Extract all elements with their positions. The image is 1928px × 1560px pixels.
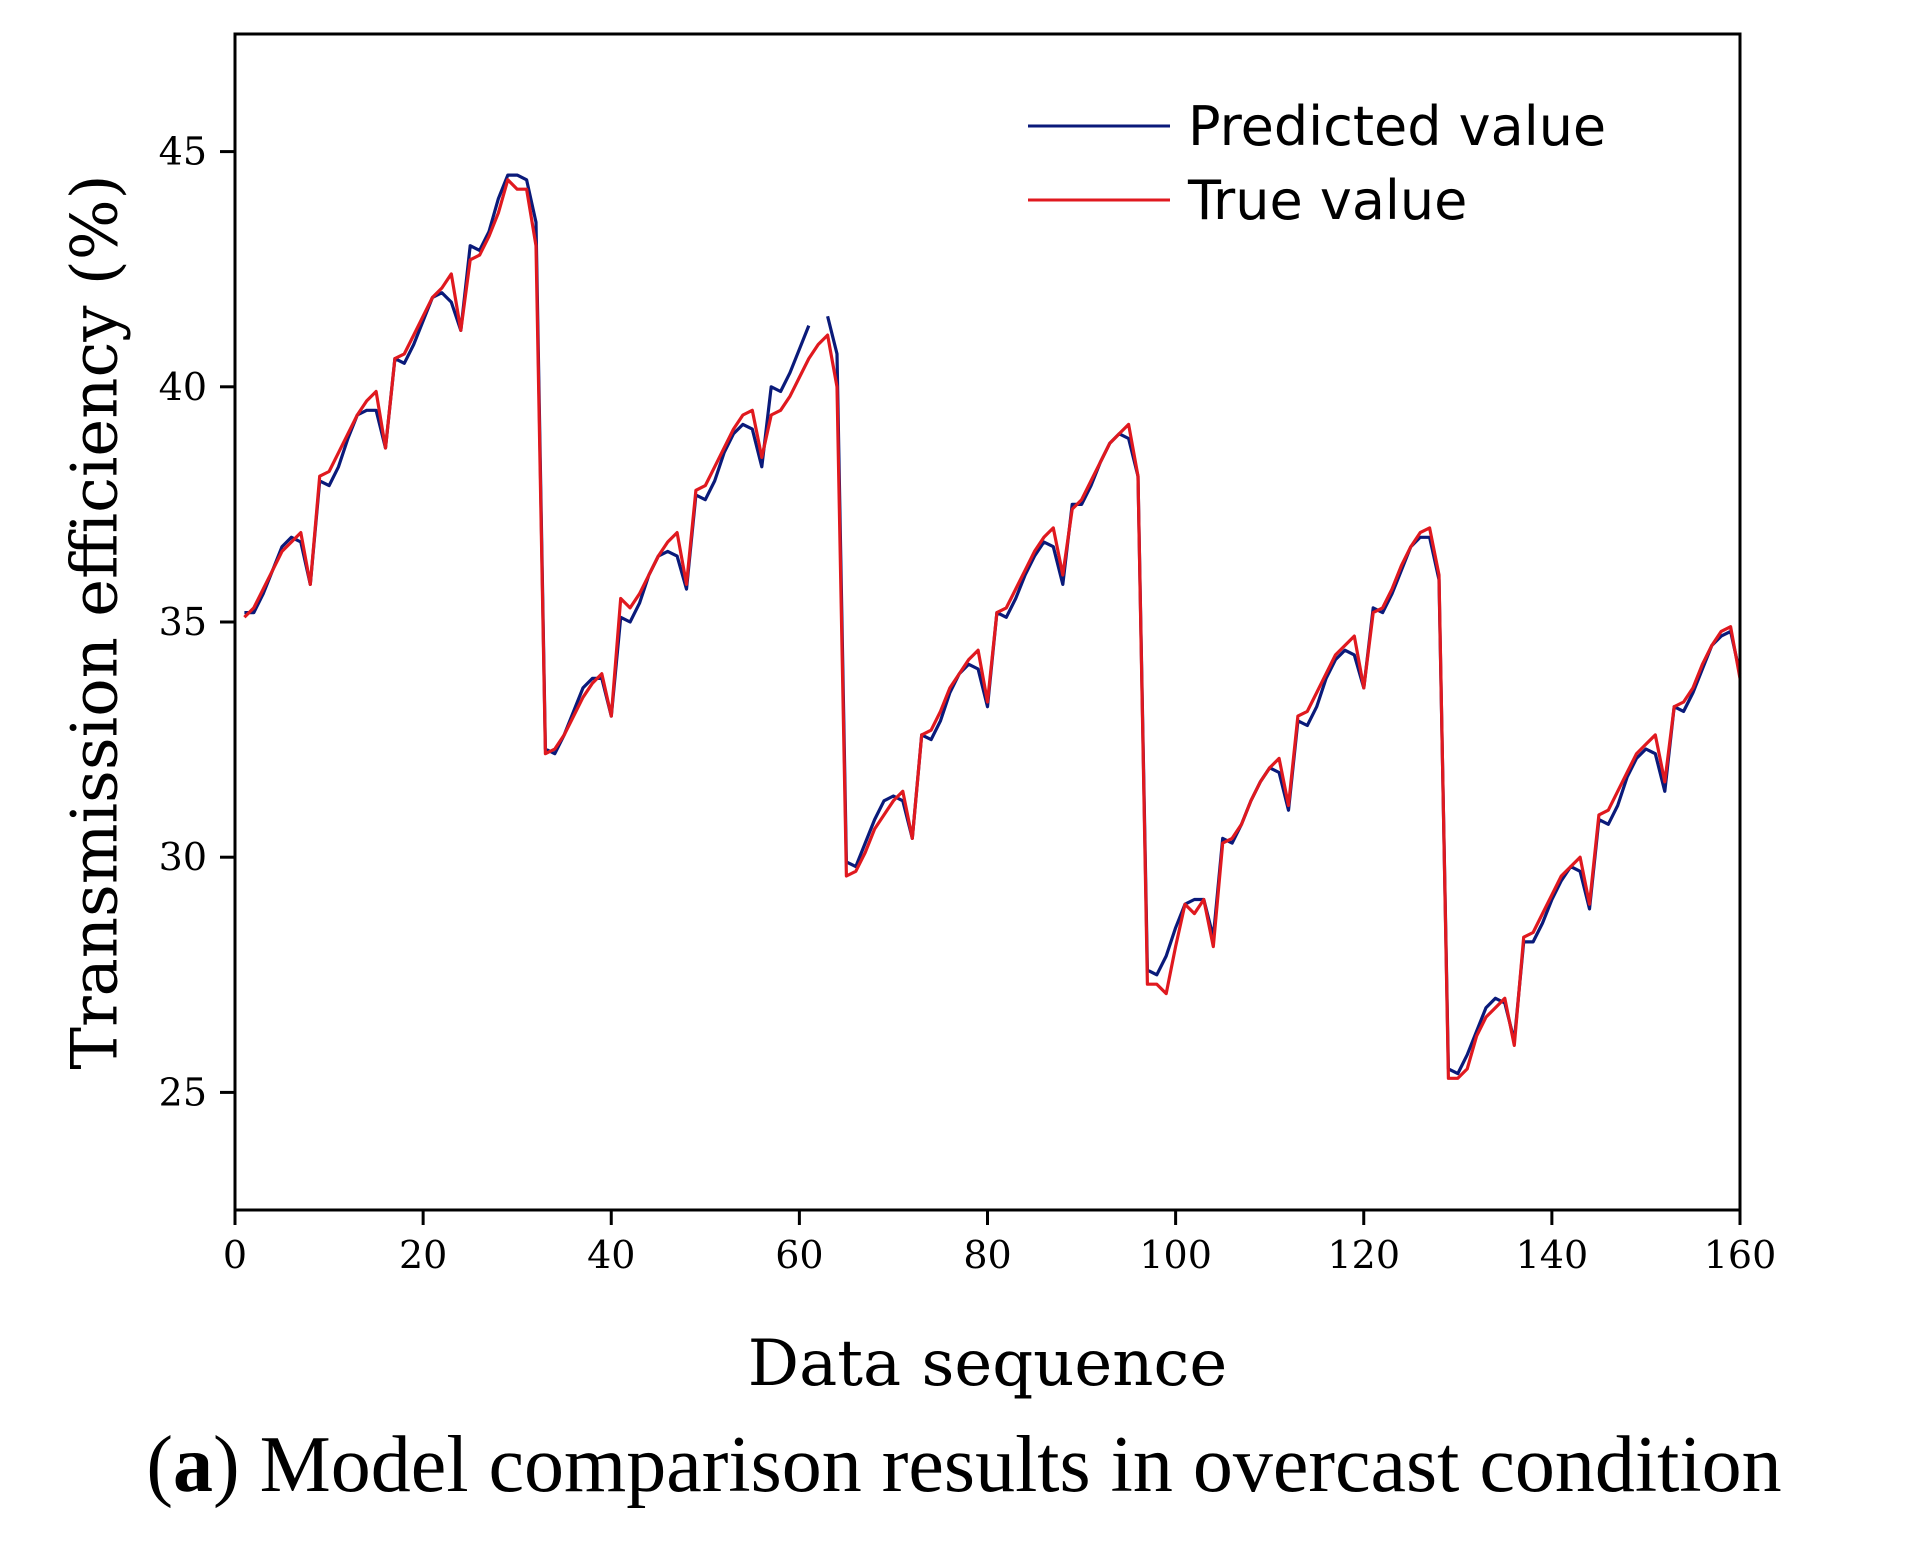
caption-text: Model comparison results in overcast con… xyxy=(239,1421,1782,1509)
y-tick-label: 35 xyxy=(159,600,207,644)
series-line-predicted xyxy=(244,173,1742,1076)
x-tick-label: 120 xyxy=(1327,1233,1400,1277)
x-tick-label: 0 xyxy=(223,1233,247,1277)
y-axis: 25 30 35 40 45 xyxy=(159,130,235,1114)
x-tick-label: 40 xyxy=(587,1233,635,1277)
x-tick-label: 100 xyxy=(1139,1233,1212,1277)
legend: Predicted value True value xyxy=(1028,95,1606,232)
chart: 0 20 40 60 80 100 120 140 160 25 30 35 40 45 Transmi… xyxy=(59,32,1776,1400)
y-tick-label: 25 xyxy=(159,1070,207,1114)
x-axis: 0 20 40 60 80 100 120 140 160 xyxy=(223,1210,1776,1277)
x-tick-label: 60 xyxy=(775,1233,823,1277)
x-tick-label: 140 xyxy=(1516,1233,1589,1277)
figure-caption: (a) Model comparison results in overcast… xyxy=(146,1421,1782,1509)
y-tick-label: 45 xyxy=(159,130,207,174)
series-lines xyxy=(243,173,1742,1080)
x-axis-title: Data sequence xyxy=(748,1327,1227,1400)
x-tick-label: 160 xyxy=(1704,1233,1777,1277)
legend-label-true: True value xyxy=(1187,169,1467,232)
x-tick-label: 80 xyxy=(963,1233,1011,1277)
y-tick-label: 30 xyxy=(159,835,207,879)
y-axis-title: Transmission efficiency (%) xyxy=(59,174,133,1069)
legend-label-predicted: Predicted value xyxy=(1188,95,1606,158)
caption-letter: a xyxy=(173,1421,214,1509)
x-tick-label: 20 xyxy=(399,1233,447,1277)
y-tick-label: 40 xyxy=(159,365,207,409)
series-line-true xyxy=(243,178,1742,1080)
